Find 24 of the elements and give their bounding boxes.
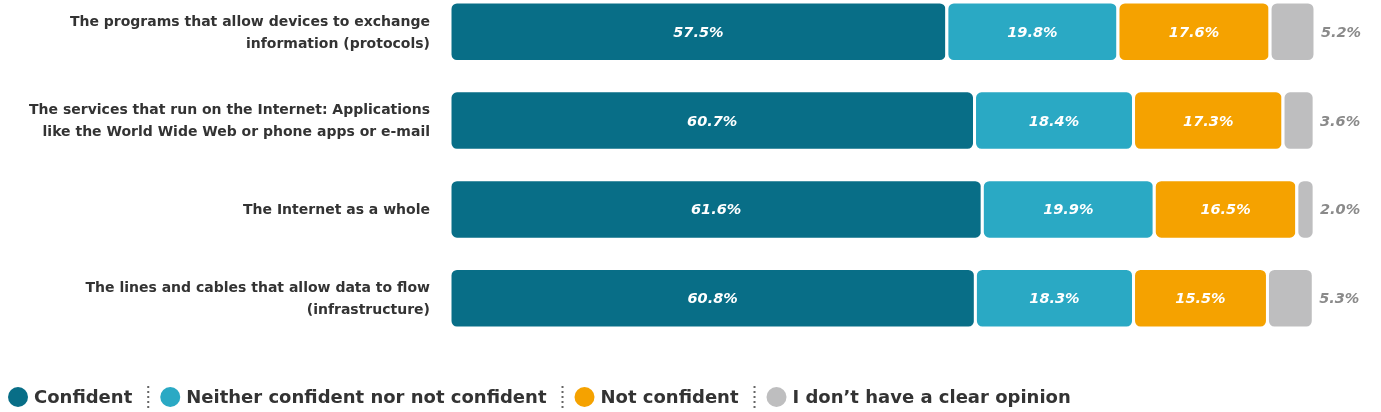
data-label: 16.5%	[1200, 201, 1251, 218]
y-tick-label: The programs that allow devices to exchange information (protocols)	[69, 12, 430, 51]
y-tick-label: The Internet as a whole	[243, 201, 430, 218]
data-label: 18.3%	[1029, 290, 1080, 307]
legend-label: I don’t have a clear opinion	[792, 386, 1071, 408]
legend-label: Not confident	[600, 386, 739, 408]
legend-label: Confident	[34, 386, 133, 408]
legend-label: Neither confident nor not confident	[186, 386, 547, 408]
data-label: 18.4%	[1028, 112, 1080, 129]
data-label: 5.3%	[1319, 290, 1360, 307]
data-label: 19.9%	[1043, 201, 1094, 218]
data-label: 19.8%	[1007, 23, 1058, 40]
data-label: 15.5%	[1175, 290, 1226, 307]
y-tick-label: The services that run on the Internet: Applications like the World Wide Web or phone apps or e-mail	[29, 101, 430, 140]
data-label: 60.8%	[687, 290, 738, 307]
data-label: 61.6%	[691, 201, 742, 218]
data-label: 5.2%	[1320, 23, 1362, 40]
data-label: 60.7%	[687, 112, 738, 129]
data-label: 57.5%	[673, 23, 724, 40]
data-label: 2.0%	[1320, 201, 1361, 218]
data-label: 17.6%	[1168, 23, 1220, 40]
y-tick-label: The lines and cables that allow data to flow (infrastructure)	[85, 279, 431, 318]
data-label: 17.3%	[1183, 112, 1234, 129]
data-label: 3.6%	[1320, 112, 1361, 129]
